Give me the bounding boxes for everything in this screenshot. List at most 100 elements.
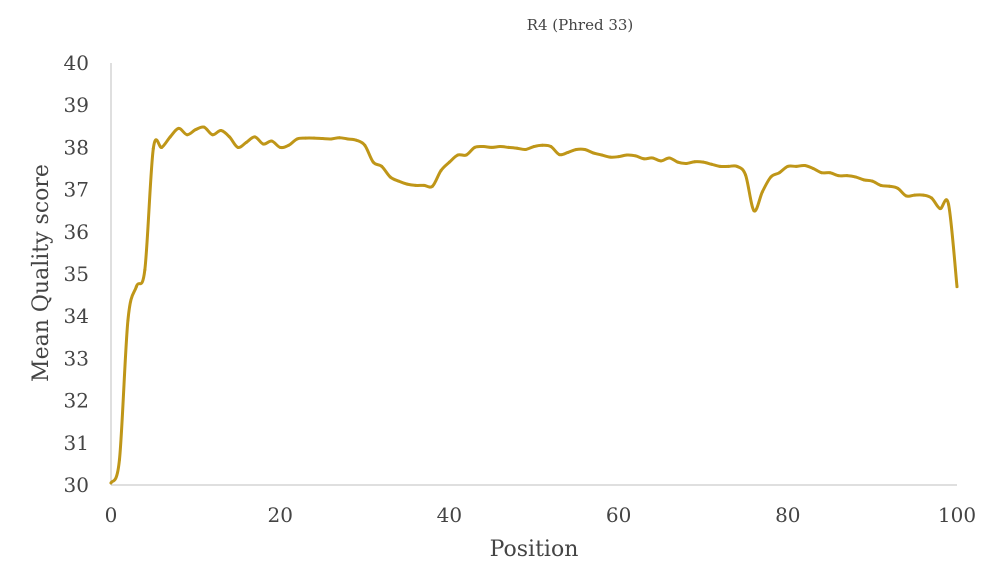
data-point (143, 268, 147, 272)
data-point (870, 179, 874, 183)
y-tick-label: 34 (64, 304, 89, 328)
x-tick-label: 0 (105, 503, 118, 527)
data-point (540, 143, 544, 147)
data-point (701, 160, 705, 164)
data-point (312, 136, 316, 140)
data-point (278, 145, 282, 149)
y-tick-label: 35 (64, 262, 89, 286)
data-point (321, 137, 324, 141)
data-point (786, 164, 790, 168)
data-point (524, 148, 528, 152)
data-point (904, 194, 908, 198)
data-point (126, 318, 130, 322)
data-point (693, 160, 697, 164)
data-point (447, 160, 451, 164)
data-point (227, 135, 231, 139)
data-point (727, 164, 731, 168)
data-point (769, 175, 773, 179)
data-point (752, 209, 756, 213)
data-point (270, 139, 274, 143)
data-point (760, 190, 764, 194)
data-point (744, 173, 747, 177)
x-tick-label: 40 (437, 503, 462, 527)
data-point (921, 193, 925, 197)
data-point (117, 458, 121, 462)
data-point (498, 145, 502, 149)
data-point (887, 184, 891, 188)
data-point (828, 171, 832, 175)
data-point (481, 145, 485, 149)
data-point (955, 285, 959, 289)
data-point (414, 183, 418, 187)
data-point (617, 155, 621, 159)
data-point (676, 160, 680, 164)
data-point (422, 183, 426, 187)
series-group (109, 125, 959, 485)
data-point (642, 157, 646, 161)
data-point (194, 128, 198, 132)
data-point (625, 153, 629, 157)
y-tick-labels: 30 31 32 33 34 35 36 37 38 39 40 (64, 51, 89, 497)
data-point (219, 129, 223, 133)
data-point (794, 164, 798, 168)
y-tick-label: 31 (64, 431, 89, 455)
data-point (803, 164, 807, 168)
data-point (515, 146, 519, 150)
data-point (287, 143, 291, 147)
data-point (845, 174, 849, 178)
chart-title: R4 (Phred 33) (527, 16, 634, 34)
data-point (659, 159, 663, 163)
data-point (211, 133, 215, 137)
data-point (684, 161, 688, 165)
data-point (930, 196, 934, 200)
data-point (862, 178, 866, 182)
data-point (388, 175, 392, 179)
data-point (397, 179, 401, 183)
data-point (380, 164, 384, 168)
data-point (811, 167, 815, 170)
data-point (718, 164, 722, 168)
data-point (405, 182, 409, 186)
y-tick-label: 36 (64, 220, 89, 244)
data-point (532, 145, 536, 149)
data-point (650, 156, 654, 160)
data-point (304, 136, 308, 140)
data-point (583, 148, 587, 152)
y-tick-label: 38 (64, 135, 89, 159)
data-point (160, 145, 164, 149)
data-point (710, 162, 714, 166)
data-point (735, 164, 739, 168)
data-point (549, 145, 553, 149)
y-tick-label: 32 (64, 389, 89, 413)
data-point (430, 184, 434, 188)
data-point (913, 193, 917, 197)
data-point (837, 174, 841, 178)
data-point (363, 143, 367, 147)
data-point (557, 153, 561, 157)
data-point (253, 135, 257, 139)
data-point (473, 145, 477, 149)
data-point (490, 145, 494, 149)
x-axis-label: Position (490, 537, 579, 562)
data-point (346, 137, 350, 141)
data-point (591, 151, 595, 155)
data-point (566, 150, 570, 154)
data-point (185, 133, 189, 137)
data-point (295, 137, 299, 141)
data-point (608, 155, 612, 159)
data-point (202, 125, 206, 129)
data-point (600, 153, 604, 157)
y-tick-label: 30 (64, 473, 89, 497)
data-point (667, 156, 671, 160)
x-tick-labels: 0 20 40 60 80 100 (105, 503, 976, 527)
data-point (371, 160, 375, 164)
data-point (896, 186, 900, 190)
data-point (134, 285, 138, 289)
data-point (507, 145, 511, 149)
data-point (777, 171, 781, 175)
y-tick-label: 40 (64, 51, 89, 75)
data-point (439, 169, 443, 173)
x-tick-label: 60 (606, 503, 631, 527)
data-point (337, 136, 341, 140)
